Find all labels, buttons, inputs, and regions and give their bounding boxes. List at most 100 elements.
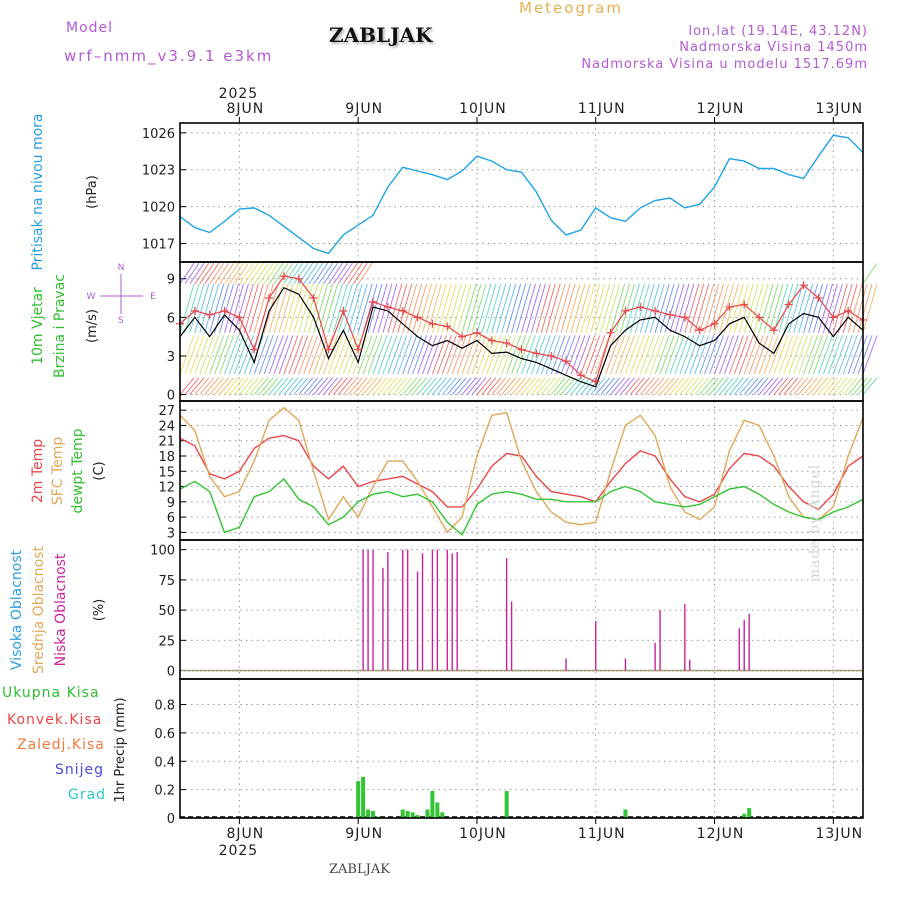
location-title: ZABLJAK [329,23,433,47]
wind-barb [219,377,234,395]
wind-barb [491,283,507,333]
wind-barb [847,283,863,333]
wind-barb [630,377,645,395]
wind-barb [555,377,571,395]
precip-bar [371,810,376,818]
wind-barb [248,263,264,285]
sfc-temp-axis-title: SFC Temp [50,437,66,506]
wind-barb [719,377,734,395]
x-tick-label-bottom: 11JUN [578,826,626,842]
wind-barb [818,335,833,375]
wind-barb [253,283,269,333]
wind-barb [303,263,319,285]
wind-barb [714,377,729,395]
wind-barb [248,377,264,395]
wind-barb [501,377,517,395]
wind-barb [748,283,764,333]
precip-bar [435,802,440,818]
wind-barb [194,335,210,375]
wind-barb [823,377,838,395]
wind-barb [550,377,566,395]
wind-barb [392,377,408,395]
wind-barb [639,335,655,375]
wind-barb [828,377,843,395]
precip-legend-item: Snijeg [55,762,104,778]
gust-marker [205,310,214,319]
wind-barb [540,335,556,375]
wind-barb [526,335,541,375]
wind-barb [357,335,373,375]
wind-barb [189,263,205,285]
wind-barb [303,335,319,375]
gust-marker [606,328,615,337]
wind-barb [337,283,353,333]
wind-barb [258,377,274,395]
wind-barb [427,283,442,333]
wind-barb [333,263,348,285]
wind-barb [446,335,462,375]
gust-marker [369,297,378,306]
wind-barb [506,377,521,395]
precip-legend-item: Konvek.Kisa [7,712,102,728]
wind-barb [531,377,546,395]
wind-barb [654,283,670,333]
wind-barb [412,377,427,395]
wind-barb [451,283,467,333]
wind-barb [219,263,234,285]
wind-barb [248,283,264,333]
wind-barb [729,377,744,395]
wind-barb [704,283,720,333]
wind-barb [763,283,779,333]
wind-barb [605,283,621,333]
gust-marker [695,326,704,335]
gust-marker [413,313,422,322]
series-line-temperature [179,434,864,511]
wind-barb [565,335,581,375]
gust-marker [220,306,229,315]
x-tick-label-bottom: 13JUN [815,826,863,842]
x-tick-label-top: 8JUN [227,101,265,117]
wind-barb [783,283,799,333]
y-tick-label: 0.8 [154,699,175,714]
wind-barb [402,335,418,375]
wind-barb [803,335,819,375]
meteogram-label: Meteogram [519,0,623,17]
wind-unit: (m/s) [85,309,100,343]
wind-barb [367,335,383,375]
wind-barb [803,377,818,395]
dewpt-axis-title: dewpt Temp [70,428,86,513]
wind-barb [347,263,363,285]
direction-legend-n: N [118,263,125,273]
wind-barb [719,335,734,375]
wind-barb [501,283,517,333]
wind-barb [719,283,734,333]
gust-marker [799,281,808,290]
wind-barb [214,283,230,333]
wind-barb [224,335,239,375]
direction-legend-w: W [87,292,96,302]
temp-unit: (C) [92,461,107,480]
wind-barb [471,335,487,375]
wind-barb [625,283,640,333]
wind-barb [313,335,329,375]
wind-barb [357,377,373,395]
wind-barb [239,377,254,395]
y-tick-label: 12 [158,481,175,496]
wind-barb [189,335,205,375]
wind-barb [699,377,715,395]
gust-marker [339,306,348,315]
wind-barb [723,283,739,333]
gust-marker [844,306,853,315]
wind-barb [620,335,635,375]
gust-marker [517,345,526,354]
wind-barb [278,335,294,375]
wind-barb [733,335,749,375]
gust-marker [829,313,838,322]
wind-barb [293,263,309,285]
wind-barb [862,377,878,395]
x-tick-label-bottom: 9JUN [345,826,383,842]
wind-barb [778,283,794,333]
y-tick-label: 1020 [142,201,175,216]
wind-barb [446,377,462,395]
y-tick-label: 0 [167,389,175,404]
